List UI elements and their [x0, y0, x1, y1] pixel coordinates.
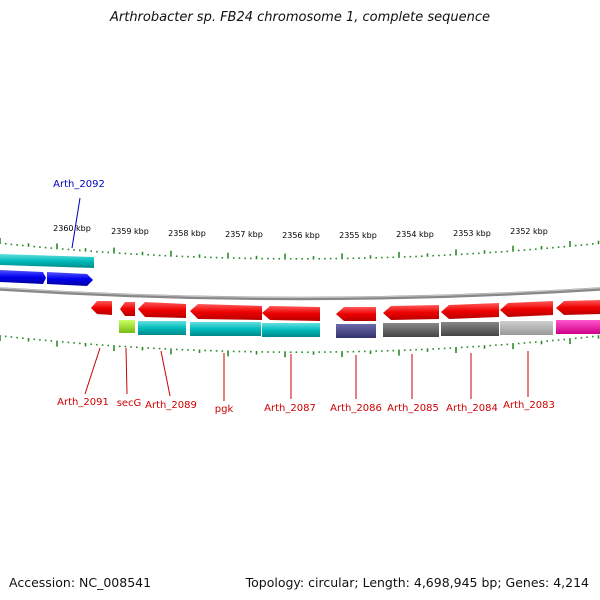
cog-block[interactable] [262, 323, 320, 337]
gene-arrow-forward[interactable] [0, 254, 94, 268]
cog-category-track [119, 320, 600, 338]
scale-label: 2359 kbp [111, 227, 149, 236]
reverse-gene-track [91, 300, 600, 321]
gene-arrow-reverse[interactable] [262, 306, 320, 321]
scale-label: 2352 kbp [510, 227, 548, 236]
scale-label: 2360 kbp [53, 224, 91, 233]
scale-label: 2353 kbp [453, 229, 491, 238]
gene-arrow-reverse[interactable] [500, 301, 553, 317]
gene-arrow-reverse[interactable] [138, 302, 186, 318]
gene-label-arth-2084[interactable]: Arth_2084 [446, 403, 498, 414]
gene-arrow-reverse[interactable] [91, 301, 112, 315]
cog-block[interactable] [383, 323, 439, 337]
accession-label: Accession: NC_008541 [9, 575, 152, 590]
scale-label: 2356 kbp [282, 231, 320, 240]
cog-block[interactable] [336, 324, 376, 338]
gene-label-arth-2086[interactable]: Arth_2086 [330, 403, 382, 414]
cog-block[interactable] [190, 322, 261, 336]
gene-label-arth-2087[interactable]: Arth_2087 [264, 403, 316, 414]
scale-label: 2354 kbp [396, 230, 434, 239]
gene-arrow-forward[interactable] [47, 272, 93, 286]
cog-block[interactable] [119, 320, 135, 333]
gene-arrow-reverse[interactable] [441, 303, 499, 319]
gene-arrow-reverse[interactable] [336, 307, 376, 321]
gene-labels: Arth_2092 Arth_2091 secG Arth_2089 pgk A… [53, 179, 555, 415]
scale-label: 2358 kbp [168, 229, 206, 238]
scale-label: 2357 kbp [225, 230, 263, 239]
gene-arrow-reverse[interactable] [120, 302, 135, 316]
gene-arrow-reverse[interactable] [383, 305, 439, 320]
gene-arrow-forward[interactable] [0, 270, 46, 284]
gene-label-pgk[interactable]: pgk [215, 404, 234, 415]
gene-label-arth-2091[interactable]: Arth_2091 [57, 397, 109, 408]
gene-label-arth-2083[interactable]: Arth_2083 [503, 400, 555, 411]
scale-labels: 2360 kbp 2359 kbp 2358 kbp 2357 kbp 2356… [53, 224, 548, 240]
genome-summary-label: Topology: circular; Length: 4,698,945 bp… [245, 575, 589, 590]
chromosome-backbone [0, 287, 600, 301]
scale-ticks-inner [0, 335, 600, 358]
gene-arrow-reverse[interactable] [556, 300, 600, 315]
map-title: Arthrobacter sp. FB24 chromosome 1, comp… [109, 10, 491, 25]
gene-label-arth-2085[interactable]: Arth_2085 [387, 403, 439, 414]
label-leader-lines [71, 197, 529, 401]
cog-block[interactable] [556, 320, 600, 334]
scale-label: 2355 kbp [339, 231, 377, 240]
cog-block[interactable] [138, 321, 186, 335]
cog-block[interactable] [441, 322, 499, 336]
gene-label-secg[interactable]: secG [117, 398, 142, 409]
gene-label-arth-2092[interactable]: Arth_2092 [53, 179, 105, 190]
scale-ticks-outer [0, 238, 600, 260]
gene-arrow-reverse[interactable] [190, 304, 262, 320]
forward-gene-track [0, 254, 94, 286]
gene-label-arth-2089[interactable]: Arth_2089 [145, 400, 197, 411]
cog-block[interactable] [500, 321, 553, 335]
